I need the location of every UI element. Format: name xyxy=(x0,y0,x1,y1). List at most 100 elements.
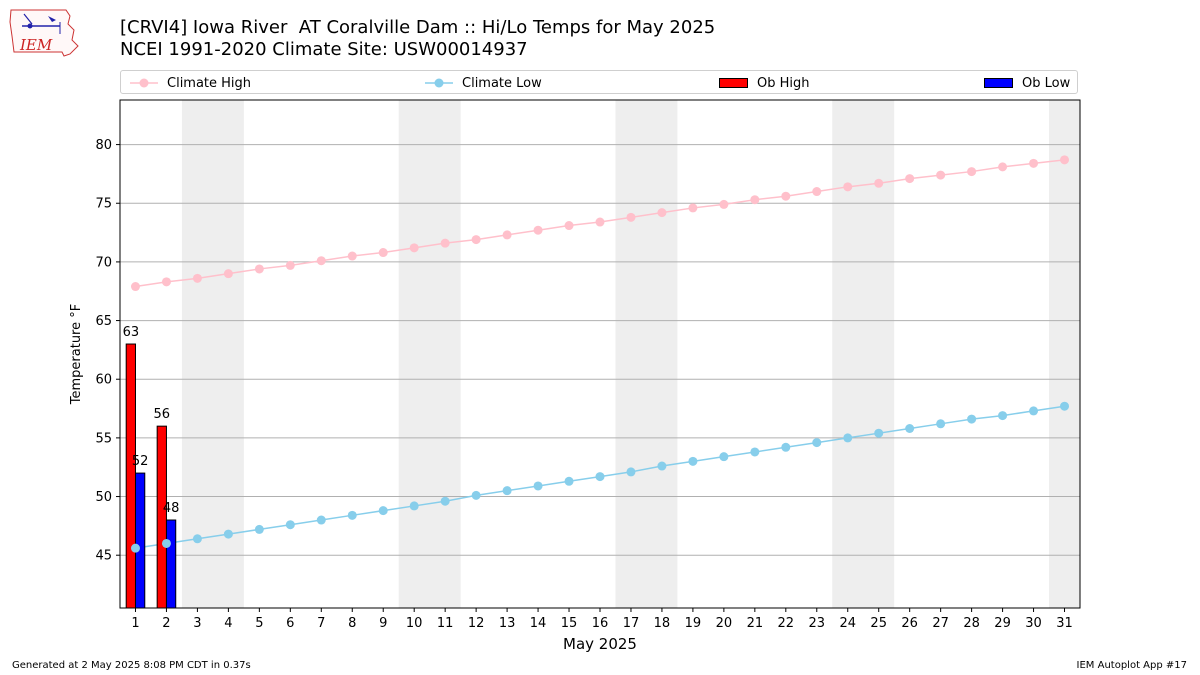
climate-high-point xyxy=(936,170,946,180)
x-tick-label: 9 xyxy=(379,616,387,631)
climate-high-point xyxy=(905,174,915,184)
x-tick-label: 14 xyxy=(530,616,547,631)
climate-high-point xyxy=(967,167,977,177)
weekend-band xyxy=(615,100,678,608)
x-tick-label: 1 xyxy=(131,616,139,631)
x-tick-label: 6 xyxy=(286,616,294,631)
ob-high-value-label: 63 xyxy=(123,325,140,340)
climate-high-point xyxy=(161,277,171,287)
x-tick-label: 31 xyxy=(1056,616,1073,631)
climate-low-point xyxy=(657,461,667,471)
x-tick-label: 30 xyxy=(1025,616,1042,631)
x-tick-label: 25 xyxy=(870,616,887,631)
climate-high-point xyxy=(1060,155,1070,165)
climate-high-point xyxy=(781,191,791,201)
y-tick-label: 50 xyxy=(95,490,112,505)
climate-high-point xyxy=(998,162,1008,172)
x-tick-label: 7 xyxy=(317,616,325,631)
climate-low-point xyxy=(378,506,388,516)
climate-low-point xyxy=(192,534,202,544)
climate-high-point xyxy=(130,282,140,292)
x-tick-label: 3 xyxy=(193,616,201,631)
climate-high-point xyxy=(843,182,853,192)
climate-low-point xyxy=(781,442,791,452)
x-tick-label: 17 xyxy=(623,616,640,631)
logo-text: IEM xyxy=(19,36,53,54)
x-tick-label: 20 xyxy=(716,616,733,631)
climate-low-point xyxy=(316,515,326,525)
x-tick-label: 26 xyxy=(901,616,918,631)
x-tick-label: 18 xyxy=(654,616,671,631)
climate-high-point xyxy=(812,187,822,197)
ob-high-bar xyxy=(125,343,136,609)
climate-high-point xyxy=(533,225,543,235)
climate-high-point xyxy=(285,260,295,270)
climate-high-point xyxy=(409,243,419,253)
climate-low-point xyxy=(750,447,760,457)
chart-subtitle: NCEI 1991-2020 Climate Site: USW00014937 xyxy=(120,39,528,60)
climate-low-point xyxy=(409,501,419,511)
x-tick-label: 24 xyxy=(839,616,856,631)
x-tick-label: 19 xyxy=(685,616,702,631)
x-tick-label: 12 xyxy=(468,616,485,631)
x-tick-label: 4 xyxy=(224,616,232,631)
climate-high-point xyxy=(223,269,233,279)
climate-low-point xyxy=(161,538,171,548)
y-tick-label: 70 xyxy=(95,255,112,270)
climate-low-point xyxy=(440,496,450,506)
climate-low-point xyxy=(874,428,884,438)
weekend-band xyxy=(398,100,461,608)
legend-item-climate-high: Climate High xyxy=(129,71,251,95)
climate-high-point xyxy=(378,248,388,258)
x-tick-label: 15 xyxy=(561,616,578,631)
climate-low-point xyxy=(347,510,357,520)
climate-low-point xyxy=(719,452,729,462)
legend-label-ob-high: Ob High xyxy=(757,75,810,91)
climate-low-point xyxy=(812,438,822,448)
climate-low-point xyxy=(1060,401,1070,411)
climate-low-point xyxy=(502,486,512,496)
climate-high-point xyxy=(874,178,884,188)
legend-label-ob-low: Ob Low xyxy=(1022,75,1071,91)
ob-high-bar xyxy=(156,425,167,609)
y-tick-label: 55 xyxy=(95,431,112,446)
y-tick-label: 80 xyxy=(95,138,112,153)
legend-marker-climate-high xyxy=(130,78,158,88)
climate-high-point xyxy=(688,203,698,213)
climate-low-point xyxy=(533,481,543,491)
climate-high-point xyxy=(595,217,605,227)
climate-high-point xyxy=(719,199,729,209)
y-axis-label: Temperature °F xyxy=(69,304,84,405)
climate-high-point xyxy=(192,273,202,283)
x-tick-label: 29 xyxy=(994,616,1011,631)
climate-low-point xyxy=(905,423,915,433)
x-tick-label: 13 xyxy=(499,616,516,631)
x-tick-label: 22 xyxy=(778,616,795,631)
x-tick-label: 11 xyxy=(437,616,454,631)
climate-high-point xyxy=(750,195,760,205)
ob-low-bar xyxy=(165,519,177,609)
climate-high-point xyxy=(471,235,481,245)
ob-low-bar xyxy=(134,472,146,609)
climate-low-point xyxy=(130,543,140,553)
climate-high-point xyxy=(626,212,636,222)
ob-low-value-label: 52 xyxy=(132,454,149,469)
climate-low-point xyxy=(998,411,1008,421)
legend-marker-climate-low xyxy=(425,78,453,88)
legend-label-climate-low: Climate Low xyxy=(462,75,542,91)
x-tick-label: 10 xyxy=(406,616,423,631)
climate-low-point xyxy=(595,472,605,482)
climate-high-point xyxy=(1029,158,1039,168)
climate-low-point xyxy=(223,529,233,539)
x-tick-label: 23 xyxy=(809,616,826,631)
y-tick-label: 75 xyxy=(95,197,112,212)
weekend-band xyxy=(1049,100,1080,608)
y-tick-label: 60 xyxy=(95,373,112,388)
climate-low-point xyxy=(626,467,636,477)
legend-item-ob-low: Ob Low xyxy=(984,71,1070,95)
x-tick-label: 28 xyxy=(963,616,980,631)
y-tick-label: 45 xyxy=(95,549,112,564)
chart-title: [CRVI4] Iowa River AT Coralville Dam :: … xyxy=(120,17,716,38)
climate-low-point xyxy=(967,414,977,424)
